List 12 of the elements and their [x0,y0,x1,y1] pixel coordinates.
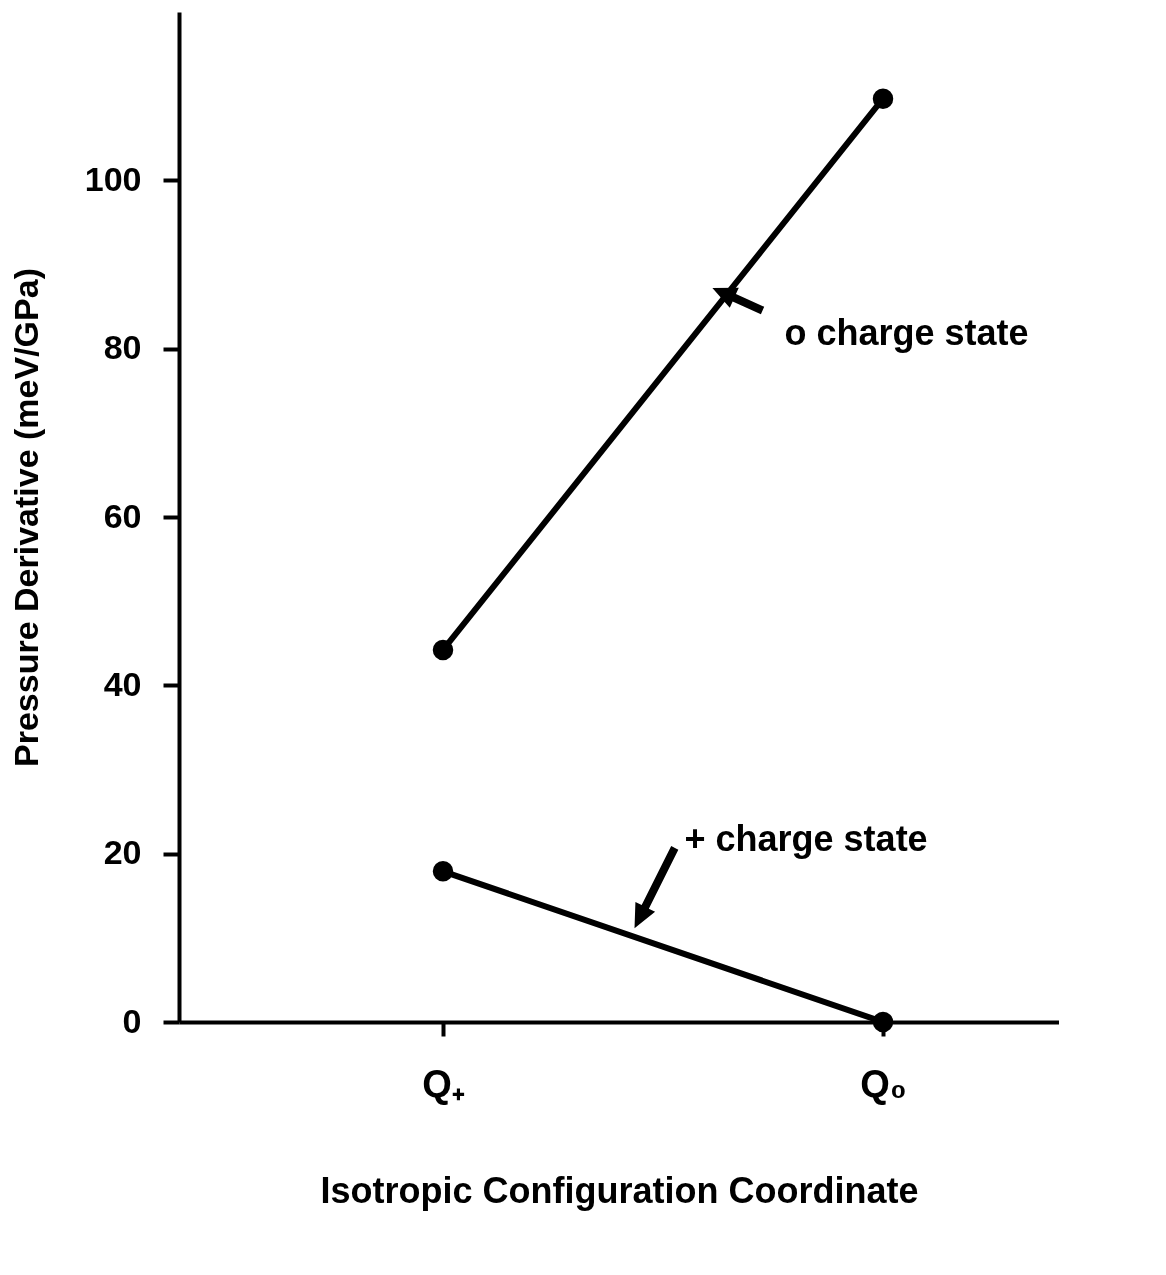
x-tick-label: Q₊ [422,1062,465,1105]
y-tick-label: 0 [122,1001,142,1040]
y-tick-label: 80 [103,328,142,367]
text: + charge state [684,818,928,860]
y-tick-label: 40 [103,664,142,703]
x-tick-label: Q₀ [860,1062,907,1105]
y-tick-label: 60 [103,496,142,535]
series-label: o charge state [784,311,1029,353]
y-tick-label: 100 [84,159,142,198]
y-tick-label: 20 [103,833,142,872]
y-axis-title: Pressure Derivative (meV/GPa) [6,268,45,767]
x-axis-title: Isotropic Configuration Coordinate [320,1169,919,1211]
